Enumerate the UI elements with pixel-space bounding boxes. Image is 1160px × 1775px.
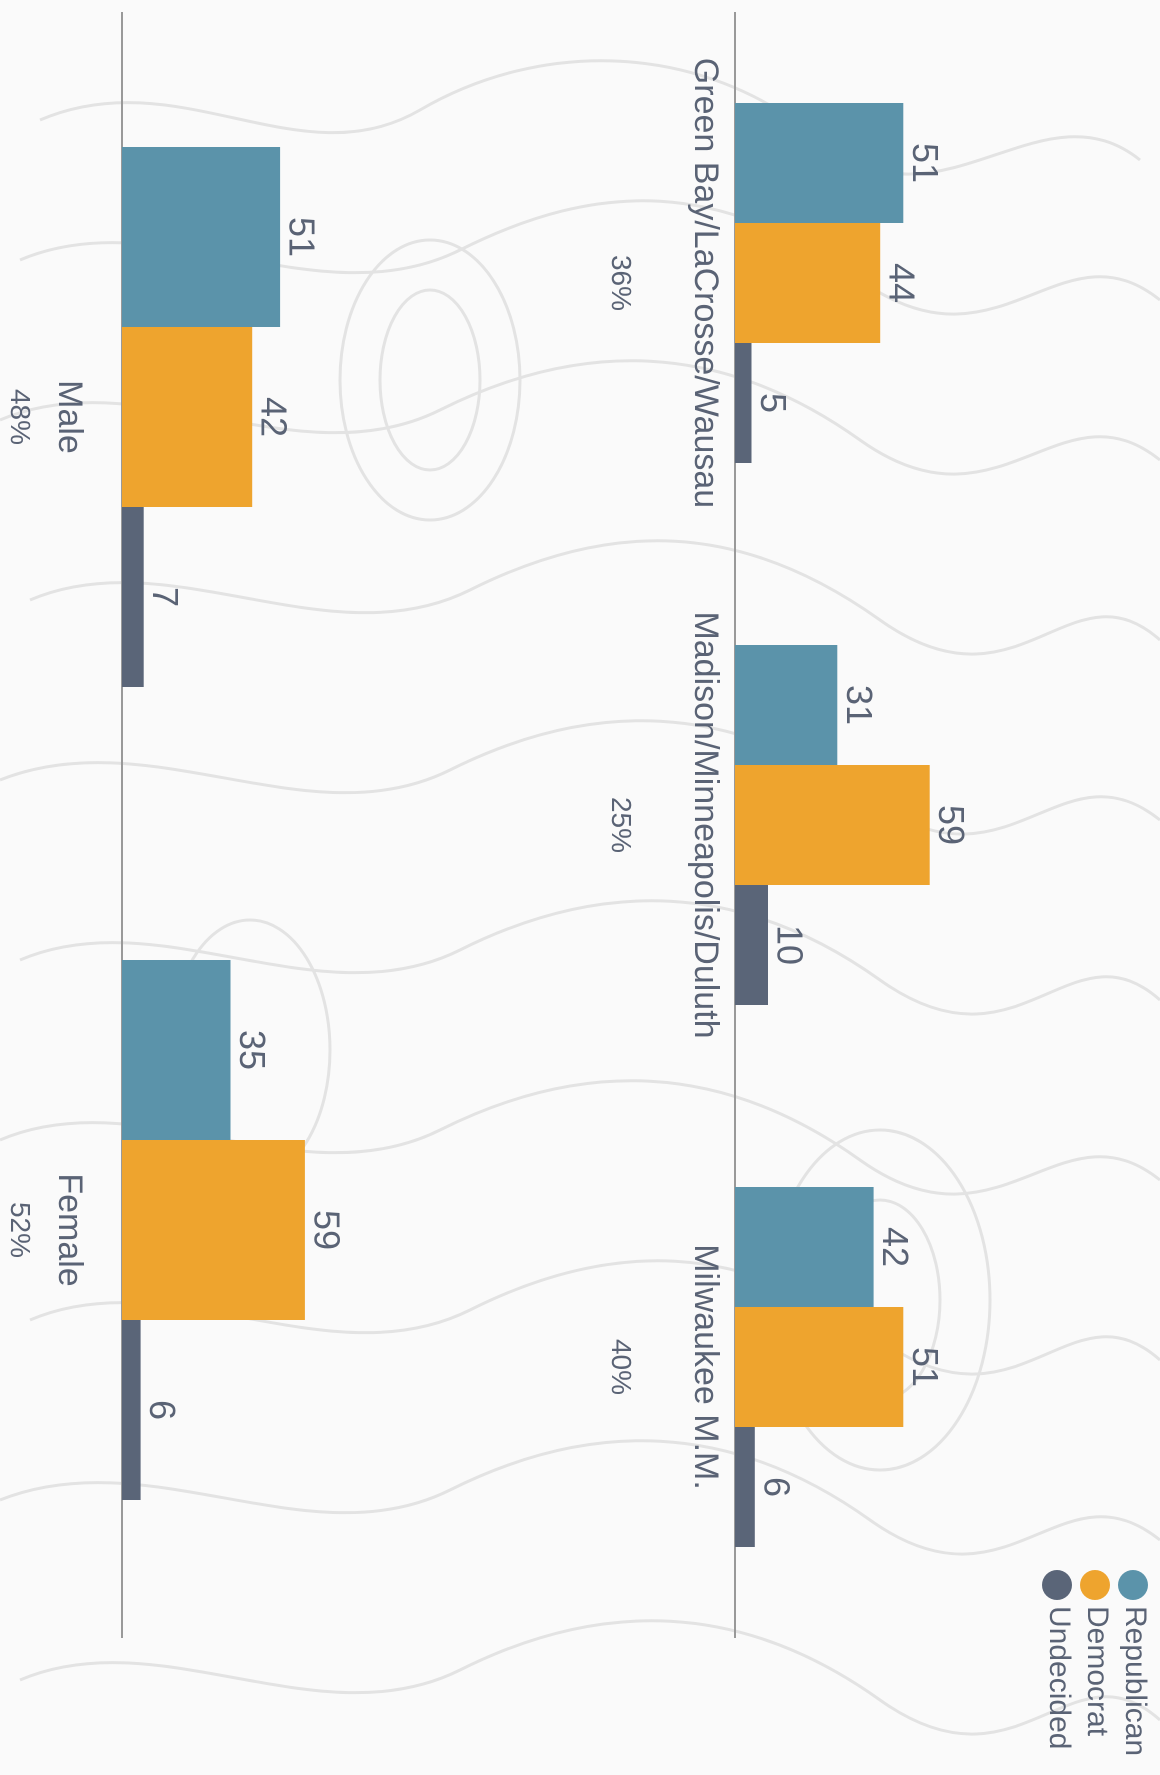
value-label-milwaukee-m-m-democrat: 51 (905, 1347, 946, 1387)
legend-swatch-republican (1118, 1570, 1148, 1600)
category-share-green-bay-lacrosse-wausau: 36% (606, 254, 637, 312)
bar-value-labels: 51 44 5 31 59 10 42 51 6 51 42 7 35 59 6 (142, 143, 972, 1497)
value-label-male-democrat: 42 (254, 397, 295, 437)
value-label-female-republican: 35 (232, 1030, 273, 1070)
category-share-female: 52% (5, 1201, 36, 1259)
bar-green-bay-lacrosse-wausau-democrat (735, 223, 881, 343)
bar-male-undecided (122, 507, 144, 687)
bar-madison-minneapolis-duluth-republican (735, 645, 838, 765)
category-label-green-bay-lacrosse-wausau: Green Bay/LaCrosse/Wausau (687, 57, 725, 509)
value-label-milwaukee-m-m-republican: 42 (875, 1227, 916, 1267)
legend-swatch-democrat (1080, 1570, 1110, 1600)
bar-madison-minneapolis-duluth-democrat (735, 765, 930, 885)
legend-label-undecided: Undecided (1043, 1606, 1076, 1750)
value-label-madison-minneapolis-duluth-undecided: 10 (770, 925, 811, 965)
legend-label-democrat: Democrat (1081, 1606, 1114, 1737)
bar-green-bay-lacrosse-wausau-republican (735, 103, 904, 223)
bar-male-democrat (122, 327, 253, 507)
value-label-green-bay-lacrosse-wausau-undecided: 5 (753, 393, 794, 413)
category-label-milwaukee-m-m: Milwaukee M.M. (687, 1244, 725, 1490)
value-label-green-bay-lacrosse-wausau-republican: 51 (905, 143, 946, 183)
value-label-milwaukee-m-m-undecided: 6 (756, 1477, 797, 1497)
bar-milwaukee-m-m-democrat (735, 1307, 904, 1427)
legend-swatch-undecided (1042, 1570, 1072, 1600)
category-share-madison-minneapolis-duluth: 25% (606, 796, 637, 854)
category-share-male: 48% (5, 388, 36, 446)
bar-female-undecided (122, 1320, 141, 1500)
bars-group (122, 103, 930, 1547)
bar-female-democrat (122, 1140, 305, 1320)
value-label-madison-minneapolis-duluth-democrat: 59 (931, 805, 972, 845)
value-label-female-undecided: 6 (142, 1400, 183, 1420)
bar-female-republican (122, 960, 231, 1140)
category-label-madison-minneapolis-duluth: Madison/Minneapolis/Duluth (687, 611, 725, 1039)
bar-madison-minneapolis-duluth-undecided (735, 885, 768, 1005)
bar-male-republican (122, 147, 281, 327)
value-label-male-republican: 51 (282, 217, 323, 257)
bar-milwaukee-m-m-republican (735, 1187, 874, 1307)
value-label-green-bay-lacrosse-wausau-democrat: 44 (882, 263, 923, 303)
value-label-female-democrat: 59 (306, 1210, 347, 1250)
bar-green-bay-lacrosse-wausau-undecided (735, 343, 752, 463)
bar-milwaukee-m-m-undecided (735, 1427, 755, 1547)
category-share-milwaukee-m-m: 40% (606, 1338, 637, 1396)
value-label-madison-minneapolis-duluth-republican: 31 (839, 685, 880, 725)
value-label-male-undecided: 7 (145, 587, 186, 607)
category-label-male: Male (51, 380, 89, 454)
category-label-female: Female (51, 1173, 89, 1287)
legend-label-republican: Republican (1119, 1606, 1152, 1757)
